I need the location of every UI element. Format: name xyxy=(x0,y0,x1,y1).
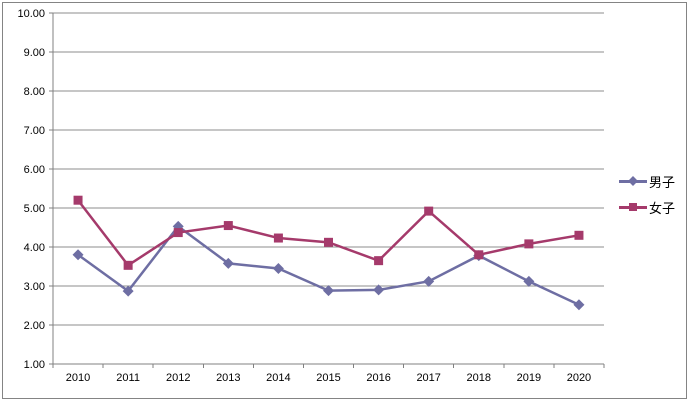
axes xyxy=(49,12,605,368)
legend-label-girls: 女子 xyxy=(649,200,676,216)
series-男子 xyxy=(72,220,585,311)
x-tick-label: 2015 xyxy=(316,372,340,384)
legend-item-girls: 女子 xyxy=(619,197,675,217)
y-tick-label: 4.00 xyxy=(24,242,45,254)
x-tick-label: 2016 xyxy=(366,372,390,384)
legend: 男子 女子 xyxy=(619,171,675,217)
y-tick-label: 2.00 xyxy=(24,320,45,332)
y-tick-label: 10.00 xyxy=(17,8,45,20)
x-tick-label: 2018 xyxy=(467,372,491,384)
x-tick-label: 2020 xyxy=(567,372,591,384)
x-tick-label: 2012 xyxy=(166,372,190,384)
y-tick-label: 8.00 xyxy=(24,86,45,98)
legend-label-boys: 男子 xyxy=(649,174,676,190)
x-tick-label: 2017 xyxy=(416,372,440,384)
square-marker-icon xyxy=(629,203,637,211)
x-tick-label: 2014 xyxy=(266,372,290,384)
axis-labels: 10.00 9.00 8.00 7.00 6.00 5.00 4.00 3.00 2.00 1.0… xyxy=(17,8,591,384)
y-tick-label: 3.00 xyxy=(24,281,45,293)
x-tick-label: 2011 xyxy=(116,372,140,384)
x-tick-label: 2019 xyxy=(517,372,541,384)
x-tick-label: 2010 xyxy=(66,372,90,384)
y-tick-label: 5.00 xyxy=(24,203,45,215)
boys-line-sample xyxy=(619,176,647,186)
series-女子 xyxy=(73,195,584,270)
girls-line-sample xyxy=(619,203,647,211)
y-tick-label: 1.00 xyxy=(24,359,45,371)
diamond-marker-icon xyxy=(628,176,638,186)
legend-item-boys: 男子 xyxy=(619,171,675,191)
y-tick-label: 9.00 xyxy=(24,47,45,59)
y-tick-label: 6.00 xyxy=(24,164,45,176)
x-tick-label: 2013 xyxy=(216,372,240,384)
gridlines xyxy=(53,12,604,326)
y-tick-label: 7.00 xyxy=(24,125,45,137)
